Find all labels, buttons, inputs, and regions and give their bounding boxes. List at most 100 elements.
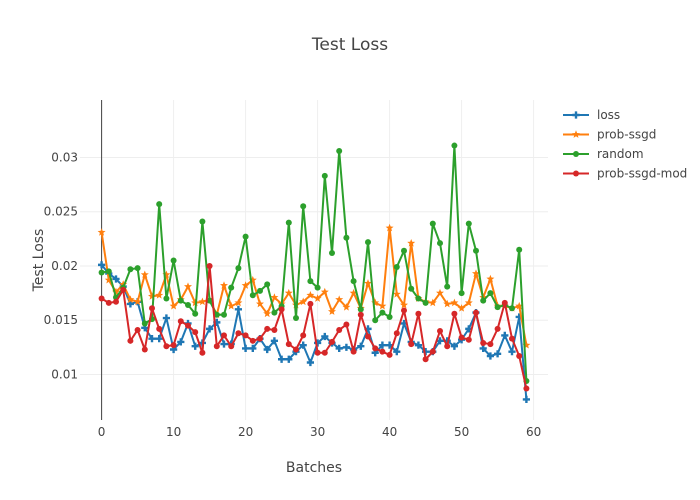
data-point-prob-ssgd-mod [141,346,148,353]
legend-label: loss [597,108,620,122]
data-point-random [206,297,213,304]
data-point-random [134,265,141,272]
data-point-loss [249,344,257,353]
data-point-prob-ssgd [198,297,207,306]
data-point-prob-ssgd [162,270,171,279]
data-point-prob-ssgd-mod [170,342,177,349]
data-point-random [170,257,177,264]
data-point-loss [393,348,401,356]
data-point-loss [98,261,106,269]
data-point-prob-ssgd-mod [487,341,494,348]
data-point-random [350,278,357,285]
y-tick-label: 0.03 [51,150,78,164]
data-point-random [213,311,220,318]
data-point-prob-ssgd [371,298,380,307]
data-point-loss [494,350,502,358]
data-point-prob-ssgd [241,281,250,289]
data-point-loss [191,342,199,350]
data-point-prob-ssgd-mod [473,309,479,316]
series-random [98,142,530,384]
data-point-loss [422,348,430,356]
data-point-loss [220,340,228,348]
data-point-loss [465,325,473,333]
data-point-random [473,247,479,254]
data-point-prob-ssgd [392,289,401,298]
y-tick-label: 0.01 [51,367,78,381]
data-point-random [386,313,393,320]
legend-item-prob-ssgd-mod[interactable]: prob-ssgd-mod [563,167,687,181]
data-point-prob-ssgd-mod [249,337,256,344]
data-point-random [465,220,472,227]
x-tick-label: 40 [382,425,397,439]
data-point-loss [486,352,494,360]
legend-item-prob-ssgd[interactable]: prob-ssgd [563,128,656,142]
data-point-prob-ssgd-mod [329,338,335,345]
data-point-prob-ssgd [263,309,272,318]
data-point-loss [170,345,178,354]
y-axis-ticks: 0.01 0.015 0.02 0.025 0.03 [44,150,78,381]
data-point-loss [522,395,530,403]
data-point-prob-ssgd-mod [408,341,415,348]
data-point-random [393,264,400,271]
data-point-prob-ssgd [320,287,329,296]
data-point-prob-ssgd-mod [300,332,307,339]
data-point-prob-ssgd-mod [242,332,249,339]
data-point-loss [321,332,329,341]
data-point-random [357,306,364,313]
data-point-random [156,201,163,208]
data-point-prob-ssgd-mod [192,329,199,336]
y-axis-title: Test Loss [31,229,47,293]
data-point-loss [270,337,278,345]
data-point-prob-ssgd-mod [372,345,379,352]
x-tick-label: 10 [166,425,181,439]
legend-item-random[interactable]: random [563,147,644,161]
data-point-prob-ssgd [349,288,358,297]
data-point-prob-ssgd [486,274,495,283]
data-point-prob-ssgd [436,288,444,297]
data-point-random [271,309,278,316]
data-point-loss [371,349,379,357]
data-point-prob-ssgd-mod [480,339,487,346]
data-point-prob-ssgd-mod [206,262,213,269]
data-point-prob-ssgd-mod [278,306,285,313]
data-point-loss [177,338,185,346]
data-point-prob-ssgd [457,304,466,312]
data-point-loss [515,313,523,321]
data-point-loss [436,337,444,345]
data-point-random [321,172,328,179]
data-point-loss [242,344,250,353]
data-point-random [141,320,148,327]
data-point-random [458,290,465,297]
data-point-prob-ssgd-mod [429,348,436,355]
data-point-prob-ssgd-mod [444,343,451,350]
data-point-loss [141,324,149,332]
data-point-loss [400,319,408,328]
data-point-prob-ssgd [450,298,459,307]
data-point-prob-ssgd-mod [314,349,321,356]
data-point-prob-ssgd [313,294,322,302]
legend[interactable]: loss prob-ssgd random prob-ssgd-mod [563,108,687,181]
data-point-prob-ssgd [522,340,531,349]
data-point-loss [364,325,372,333]
legend-item-loss[interactable]: loss [563,108,620,122]
x-tick-label: 50 [454,425,469,439]
data-point-prob-ssgd [284,288,293,297]
data-point-prob-ssgd-mod [386,351,393,358]
series-line-random [101,144,528,382]
data-point-prob-ssgd [306,291,315,299]
data-point-prob-ssgd [227,301,236,310]
data-point-prob-ssgd [385,223,394,232]
data-point-prob-ssgd [342,302,351,311]
data-point-prob-ssgd-mod [494,325,501,332]
data-point-prob-ssgd-mod [199,349,206,356]
legend-swatch-marker [573,151,579,157]
data-point-random [379,309,386,316]
data-point-prob-ssgd-mod [458,334,465,341]
data-point-prob-ssgd [220,281,228,289]
data-point-prob-ssgd [515,301,524,310]
data-point-prob-ssgd-mod [501,299,508,306]
data-point-random [221,311,227,318]
data-point-prob-ssgd-mod [336,326,343,333]
data-point-random [516,246,523,253]
